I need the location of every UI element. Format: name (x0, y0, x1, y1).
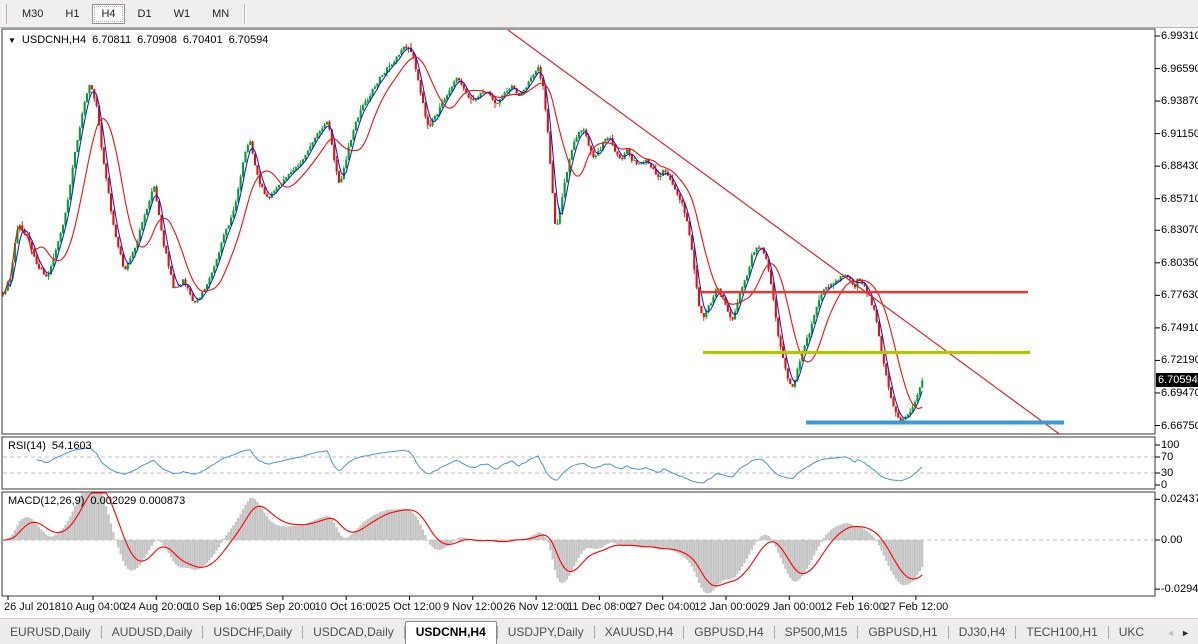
main-price-panel[interactable] (1, 28, 1156, 435)
chart-tab-usdchf-daily[interactable]: USDCHF,Daily (213, 625, 293, 639)
current-price-marker: 6.70594 (1156, 372, 1198, 387)
ma-slow-line (2, 56, 923, 409)
toolbar-separator (244, 3, 247, 24)
tab-separator (593, 626, 595, 639)
tab-separator (100, 626, 102, 639)
macd-signal-line (2, 492, 923, 587)
low-value: 6.70401 (182, 34, 223, 46)
close-value: 6.70594 (228, 34, 269, 46)
rsi-line (36, 447, 923, 484)
chart-tab-usdcnh-h4[interactable]: USDCNH,H4 (404, 621, 497, 644)
macd-values: 0.002029 0.000873 (90, 495, 186, 507)
timeframe-button-mn[interactable]: MN (212, 7, 230, 20)
macd-name: MACD(12,26,9) (8, 495, 85, 507)
timeframe-buttons: M30 H1 H4 D1 W1 MN (11, 3, 240, 24)
descending-trendline[interactable] (507, 29, 1061, 435)
chart-tab-gbpusd-h4[interactable]: GBPUSD,H4 (694, 625, 764, 639)
tab-separator (403, 626, 405, 639)
symbol-ohlc-label: ▼ USDCNH,H4 6.70811 6.70908 6.70401 6.70… (8, 34, 268, 46)
timeframe-toolbar: M30 H1 H4 D1 W1 MN (0, 0, 1198, 28)
chart-tab-sp500-m15[interactable]: SP500,M15 (784, 625, 848, 639)
timeframe-button-h4[interactable]: H4 (92, 3, 125, 24)
macd-histogram (1, 493, 924, 594)
chart-tab-eurusd-daily[interactable]: EURUSD,Daily (10, 625, 91, 639)
symbol-name: USDCNH,H4 (21, 34, 87, 46)
macd-indicator-label: MACD(12,26,9) 0.002029 0.000873 (8, 495, 185, 507)
tabs-scroll-left-icon[interactable]: ◄ (1166, 628, 1176, 638)
tab-separator (496, 626, 498, 639)
tab-scroll-arrows: ◄ ► (1162, 626, 1198, 644)
timeframe-button-h1[interactable]: H1 (65, 7, 80, 20)
chart-tabs-bar: EURUSD,Daily AUDUSD,Daily USDCHF,Daily USDC… (0, 618, 1198, 644)
rsi-value: 54.1603 (51, 440, 92, 452)
toolbar-drag-handle[interactable] (2, 3, 7, 24)
chart-tab-ukc[interactable]: UKC (1118, 625, 1145, 639)
candle-wicks-down (2, 42, 902, 424)
tab-separator (947, 626, 949, 639)
chart-tab-gbpusd-h1[interactable]: GBPUSD,H1 (868, 625, 938, 639)
chart-tab-dj30-h4[interactable]: DJ30,H4 (958, 625, 1006, 639)
tab-separator (773, 626, 775, 639)
timeframe-button-m30[interactable]: M30 (22, 7, 44, 20)
tab-separator (1015, 626, 1017, 639)
tab-separator (857, 626, 859, 639)
chart-tab-items: EURUSD,Daily AUDUSD,Daily USDCHF,Daily USDC… (0, 621, 1154, 644)
chevron-down-icon[interactable]: ▼ (8, 35, 16, 45)
rsi-panel[interactable] (1, 436, 1156, 490)
chart-tab-usdcad-daily[interactable]: USDCAD,Daily (313, 625, 394, 639)
timeframe-button-d1[interactable]: D1 (137, 7, 152, 20)
open-value: 6.70811 (92, 34, 132, 46)
tab-separator (302, 626, 304, 639)
chart-tab-tech100-h1[interactable]: TECH100,H1 (1026, 625, 1098, 639)
timeframe-button-w1[interactable]: W1 (173, 7, 191, 20)
tab-separator (683, 626, 685, 639)
ma-fast-line (2, 47, 923, 420)
rsi-indicator-label: RSI(14) 54.1603 (8, 440, 92, 452)
tab-separator (202, 626, 204, 639)
high-value: 6.70908 (137, 34, 177, 46)
chart-tab-audusd-daily[interactable]: AUDUSD,Daily (111, 625, 193, 639)
tab-separator (1107, 626, 1109, 639)
tabs-scroll-right-icon[interactable]: ► (1181, 628, 1190, 638)
chart-tab-xauusd-h4[interactable]: XAUUSD,H4 (604, 625, 674, 639)
rsi-name: RSI(14) (8, 440, 46, 452)
chart-tab-usdjpy-daily[interactable]: USDJPY,Daily (507, 625, 584, 639)
